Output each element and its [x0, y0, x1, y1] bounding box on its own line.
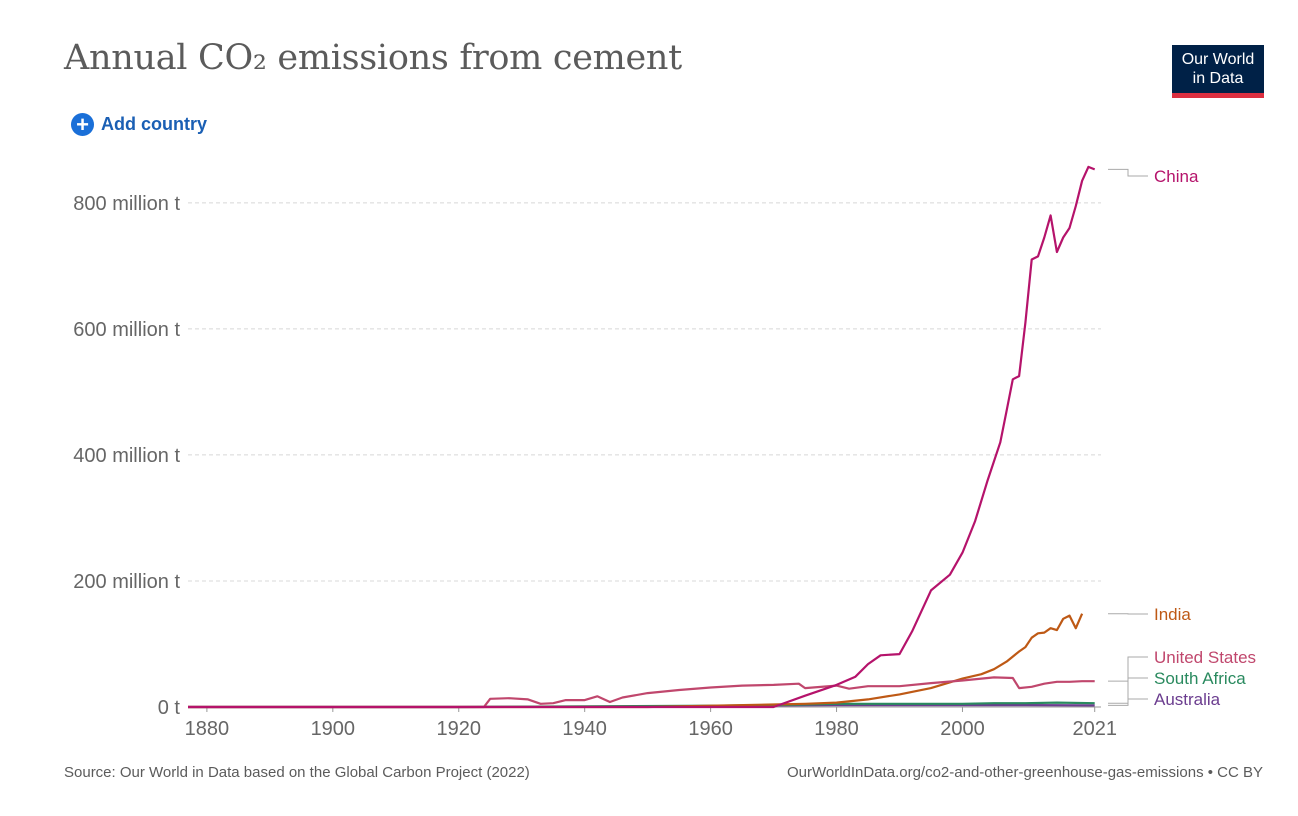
legend-label-china[interactable]: China: [1154, 167, 1199, 186]
x-tick-label: 1900: [311, 718, 356, 740]
x-tick-label: 1880: [185, 718, 230, 740]
logo-line-2: in Data: [1192, 70, 1244, 87]
legend-label-south-africa[interactable]: South Africa: [1154, 669, 1246, 688]
y-tick-label: 400 million t: [73, 445, 180, 467]
page-title: Annual CO₂ emissions from cement: [64, 38, 682, 78]
series-line-united-states[interactable]: [188, 676, 1095, 709]
legend-leader-line: [1108, 168, 1148, 177]
add-country-button[interactable]: + Add country: [71, 113, 207, 136]
legend-leader-line: [1108, 656, 1148, 682]
x-axis: 1880 1900 1920 1940 1960 1980 2000 2021: [185, 706, 1117, 740]
owid-logo[interactable]: Our World in Data: [1172, 45, 1264, 98]
y-tick-label: 600 million t: [73, 319, 180, 341]
plus-icon: +: [71, 113, 94, 136]
x-tick-label: 1920: [437, 718, 482, 740]
legend-label-united-states[interactable]: United States: [1154, 648, 1256, 667]
x-tick-label: 2000: [940, 718, 985, 740]
add-country-label: Add country: [101, 114, 207, 134]
logo-line-1: Our World: [1181, 51, 1255, 68]
series-lines: [188, 165, 1096, 709]
source-link[interactable]: OurWorldInData.org/co2-and-other-greenho…: [786, 764, 1263, 781]
y-tick-label: 0 t: [158, 697, 181, 719]
source-note: Source: Our World in Data based on the G…: [64, 764, 530, 781]
legend: China India United States South Africa Austr…: [1108, 167, 1256, 709]
legend-leader-line: [1108, 698, 1148, 706]
x-tick-label: 1940: [562, 718, 607, 740]
legend-leader-line: [1108, 677, 1148, 704]
series-line-india[interactable]: [188, 613, 1084, 709]
x-tick-label: 1980: [814, 718, 859, 740]
legend-label-australia[interactable]: Australia: [1154, 690, 1221, 709]
y-tick-label: 200 million t: [73, 571, 180, 593]
grid-lines: [188, 202, 1101, 582]
series-line-china[interactable]: [188, 165, 1096, 709]
y-tick-label: 800 million t: [73, 193, 180, 215]
x-tick-label: 2021: [1072, 718, 1117, 740]
x-tick-label: 1960: [688, 718, 733, 740]
y-axis-ticks: 0 t 200 million t 400 million t 600 million…: [73, 193, 180, 719]
legend-label-india[interactable]: India: [1154, 605, 1191, 624]
